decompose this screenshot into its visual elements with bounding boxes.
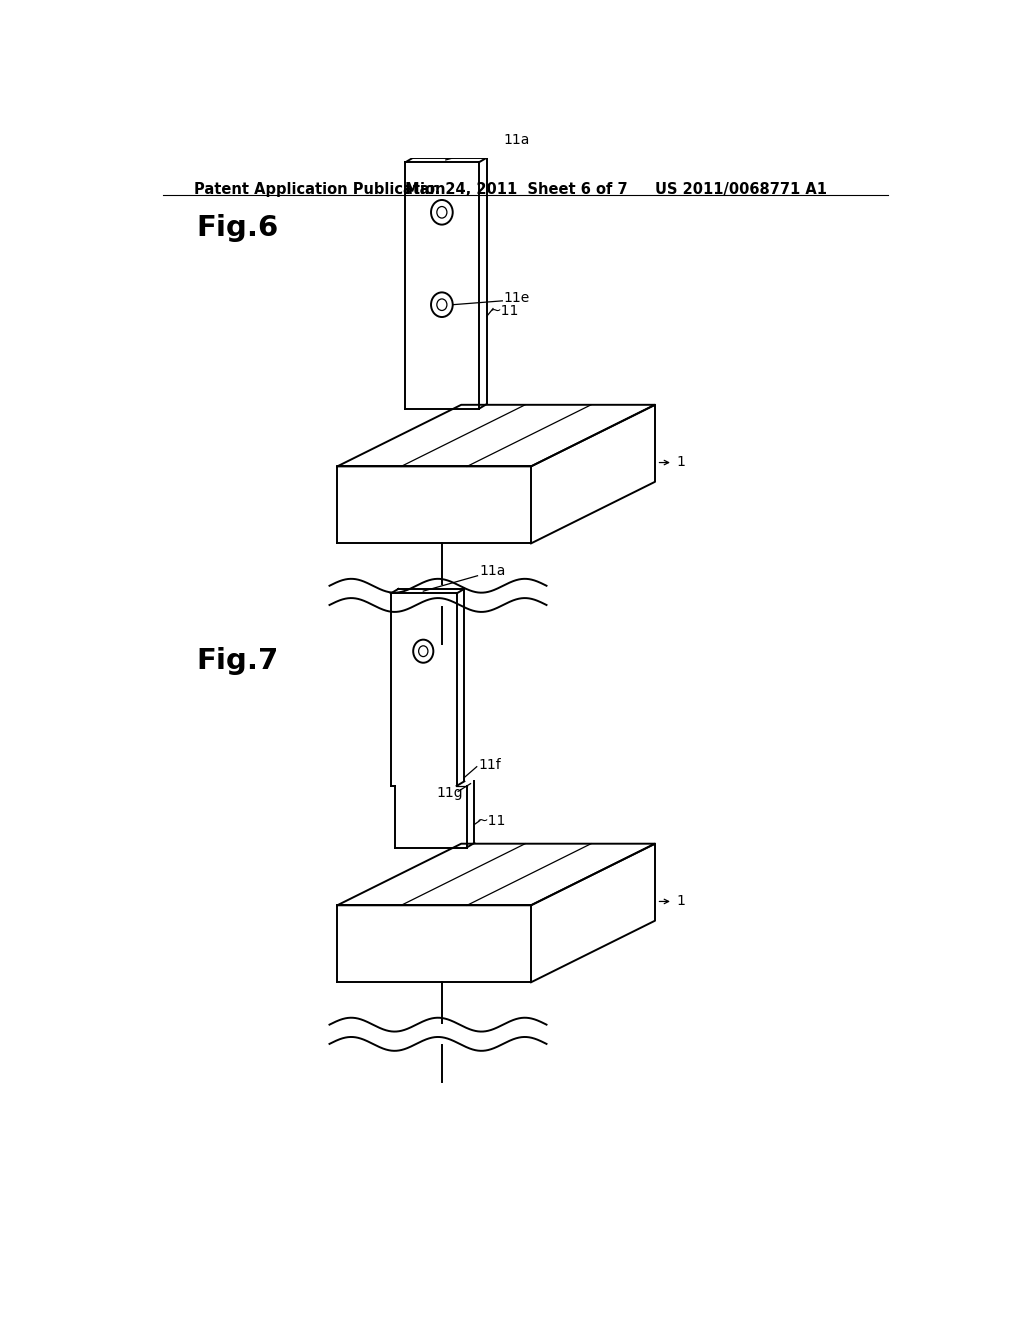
Text: 11a: 11a [504,133,530,147]
Ellipse shape [419,645,428,656]
Text: 1: 1 [677,454,686,469]
Text: Fig.7: Fig.7 [197,647,279,676]
Text: Patent Application Publication: Patent Application Publication [194,182,445,197]
Text: Mar. 24, 2011  Sheet 6 of 7: Mar. 24, 2011 Sheet 6 of 7 [406,182,628,197]
Text: 1: 1 [677,894,686,908]
Text: 11e: 11e [504,292,530,305]
Ellipse shape [437,206,446,218]
Text: 11a: 11a [480,564,506,578]
Text: ~11: ~11 [489,304,518,318]
Text: ~11: ~11 [477,814,506,829]
Text: Fig.6: Fig.6 [197,214,279,242]
Text: 11g: 11g [436,785,463,800]
Text: 11f: 11f [478,758,501,772]
Ellipse shape [437,298,446,310]
Text: US 2011/0068771 A1: US 2011/0068771 A1 [655,182,827,197]
